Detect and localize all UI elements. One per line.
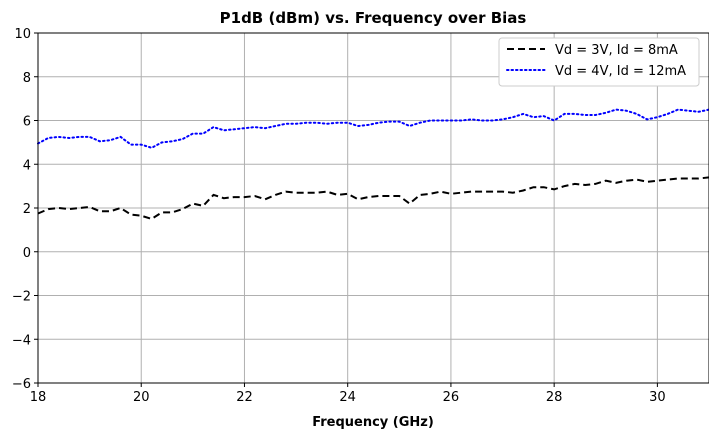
y-tick-label: 0 (23, 246, 31, 261)
x-tick-label: 20 (133, 390, 150, 405)
series-layer (37, 108, 709, 220)
x-tick-label: 22 (236, 390, 253, 405)
y-tick-label: 2 (23, 202, 31, 217)
x-tick-label: 24 (339, 390, 356, 405)
y-tick-label: −2 (12, 290, 31, 305)
x-axis-label: Frequency (GHz) (312, 415, 434, 430)
legend-box (498, 37, 700, 87)
x-tick-label: 18 (30, 390, 47, 405)
grid-lines (37, 32, 709, 384)
series-line-2 (37, 108, 709, 149)
y-tick-label: 10 (14, 27, 31, 42)
legend: Vd = 3V, Id = 8mA Vd = 4V, Id = 12mA (498, 37, 700, 87)
y-tick-label: 8 (23, 71, 31, 86)
legend-label-2: Vd = 4V, Id = 12mA (555, 64, 686, 79)
series-line-1 (37, 176, 709, 220)
x-tick-label: 30 (649, 390, 666, 405)
y-tick-label: 6 (23, 115, 31, 130)
legend-label-1: Vd = 3V, Id = 8mA (555, 43, 678, 58)
x-tick-label: 26 (443, 390, 460, 405)
y-tick-label: −4 (12, 333, 31, 348)
y-tick-label: −6 (12, 377, 31, 392)
x-tick-label: 28 (546, 390, 563, 405)
y-tick-label: 4 (23, 158, 31, 173)
chart-title: P1dB (dBm) vs. Frequency over Bias (220, 9, 527, 27)
